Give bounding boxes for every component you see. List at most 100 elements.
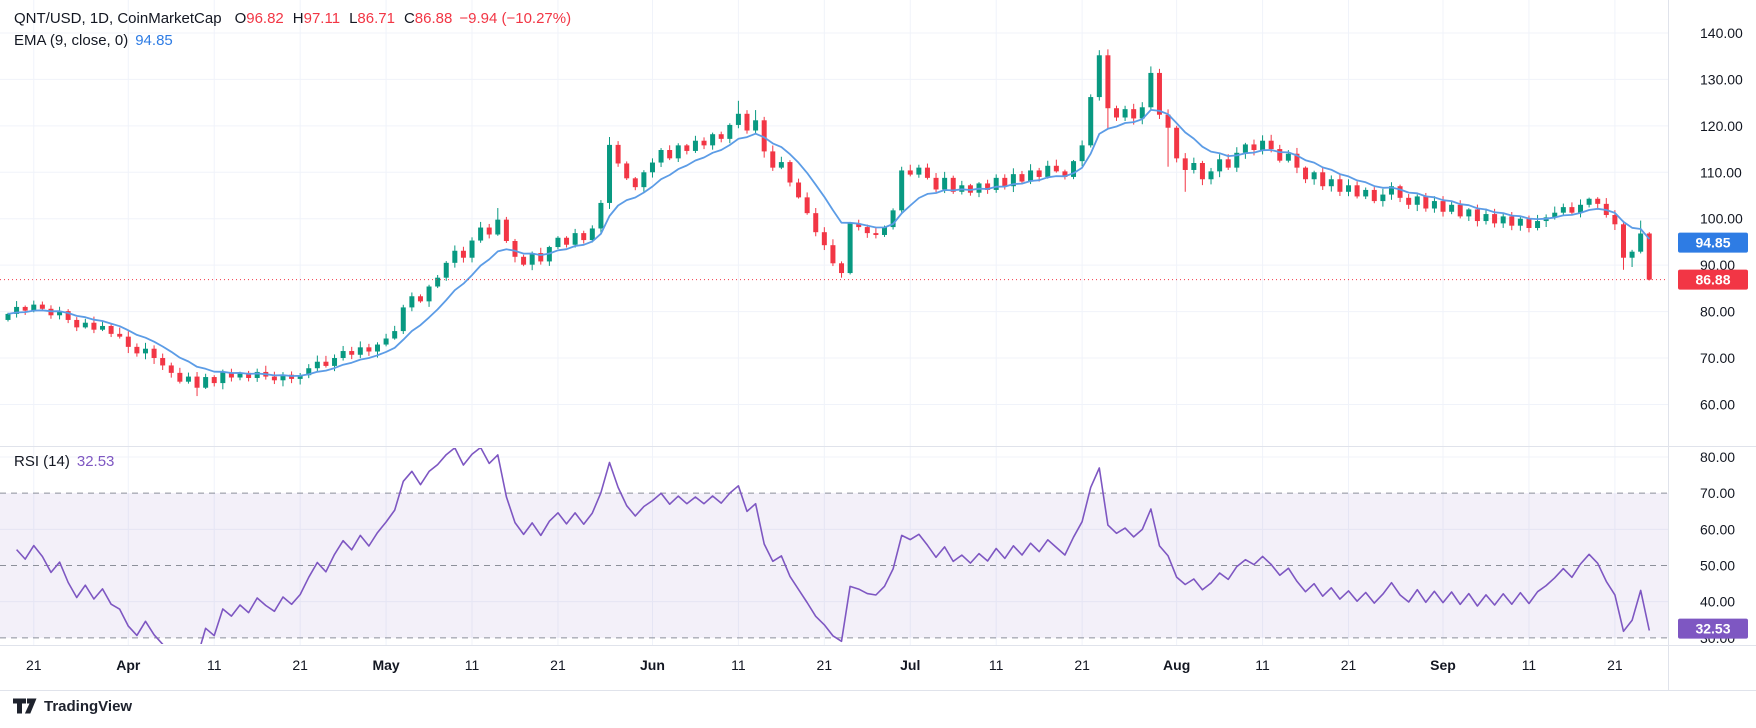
- candle: [228, 372, 234, 378]
- time-tick-label: 11: [1255, 657, 1270, 673]
- candle: [761, 120, 767, 152]
- candle: [177, 372, 183, 382]
- candle: [1148, 72, 1154, 108]
- candle: [735, 113, 741, 125]
- candle: [1182, 158, 1188, 170]
- candle: [778, 162, 784, 168]
- candle: [203, 377, 209, 388]
- time-tick-label: 11: [731, 657, 746, 673]
- high-value: 97.11: [303, 10, 341, 27]
- candle: [1397, 186, 1403, 198]
- rsi-line[interactable]: [16, 448, 1651, 663]
- time-tick-label: 21: [817, 657, 833, 673]
- candle: [1586, 198, 1592, 205]
- candle: [924, 167, 930, 178]
- candle: [211, 377, 217, 384]
- candles-layer: [5, 49, 1652, 397]
- close-value: 86.88: [414, 10, 453, 27]
- candle: [374, 344, 380, 352]
- time-tick-label: May: [372, 657, 399, 673]
- open-label: O: [234, 10, 247, 27]
- candle: [254, 371, 260, 378]
- candle: [185, 376, 191, 382]
- candle: [1028, 170, 1034, 182]
- candle: [770, 151, 776, 168]
- candle: [1406, 197, 1412, 205]
- candle: [400, 307, 406, 332]
- low-label: L: [349, 10, 358, 27]
- candle: [117, 333, 123, 337]
- candle: [1595, 198, 1601, 204]
- rsi-legend-value: 32.53: [76, 453, 115, 470]
- symbol-legend-row: QNT/USD, 1D, CoinMarketCap O96.82 H97.11…: [14, 9, 571, 29]
- candle: [512, 241, 518, 257]
- time-axis[interactable]: 21 Apr 11 21 May 11 21 Jun 11 21 Jul 11 21 Aug 11 21 Sep…: [26, 657, 1623, 673]
- candle: [82, 322, 88, 328]
- candle: [1552, 212, 1558, 218]
- candle: [564, 237, 570, 245]
- candle: [1646, 233, 1652, 280]
- candle: [1096, 55, 1102, 98]
- rsi-value-badge: 32.53: [1678, 618, 1748, 639]
- ema-legend-title[interactable]: EMA (9, close, 0): [14, 32, 129, 49]
- time-tick-label: Jun: [640, 657, 665, 673]
- candle: [1071, 161, 1077, 177]
- candle: [314, 361, 320, 369]
- candle: [383, 338, 389, 345]
- candle: [31, 304, 37, 311]
- candle: [1053, 165, 1059, 172]
- candle: [1440, 201, 1446, 212]
- candle: [1165, 114, 1171, 128]
- candle: [271, 376, 277, 381]
- candle: [830, 245, 836, 264]
- candle: [950, 177, 956, 192]
- candle: [873, 233, 879, 235]
- symbol-title[interactable]: QNT/USD, 1D, CoinMarketCap: [14, 10, 222, 27]
- candle: [1191, 163, 1197, 170]
- candle: [65, 311, 71, 320]
- candle: [1517, 218, 1523, 226]
- rsi-tick-label: 60.00: [1700, 521, 1735, 537]
- candle: [306, 368, 312, 376]
- candle: [753, 120, 759, 131]
- candle: [1251, 144, 1257, 151]
- tradingview-attribution[interactable]: TradingView: [13, 697, 132, 715]
- price-tick-label: 100.00: [1700, 211, 1743, 227]
- candle: [1423, 196, 1429, 209]
- candle: [1079, 145, 1085, 162]
- candle: [727, 124, 733, 139]
- last-price-badge: 86.88: [1678, 269, 1748, 290]
- candle: [718, 134, 724, 139]
- candle: [1449, 204, 1455, 212]
- candle: [624, 163, 630, 179]
- candle: [1474, 209, 1480, 222]
- candle: [280, 374, 286, 381]
- price-tick-label: 70.00: [1700, 350, 1735, 366]
- candle: [1457, 204, 1463, 217]
- candle: [160, 358, 166, 366]
- candle: [1371, 189, 1377, 202]
- rsi-band: [0, 492, 1668, 639]
- candle: [323, 361, 329, 366]
- svg-text:86.88: 86.88: [1695, 272, 1730, 288]
- candle: [5, 313, 11, 320]
- ema-line[interactable]: [7, 109, 1650, 377]
- price-axis[interactable]: 140.00 130.00 120.00 110.00 100.00 90.00 80.00…: [1700, 25, 1743, 412]
- candle: [813, 213, 819, 233]
- price-tick-label: 130.00: [1700, 71, 1743, 87]
- candle: [1019, 174, 1025, 182]
- rsi-legend-title[interactable]: RSI (14): [14, 453, 70, 470]
- candle: [495, 219, 501, 235]
- candle: [340, 351, 346, 359]
- time-tick-label: 21: [550, 657, 566, 673]
- candle: [701, 140, 707, 146]
- candle: [598, 202, 604, 229]
- candle: [57, 311, 63, 316]
- candle: [1122, 109, 1128, 118]
- candle: [839, 263, 845, 274]
- candle: [1388, 186, 1394, 195]
- candle: [237, 372, 243, 378]
- candle: [194, 376, 200, 388]
